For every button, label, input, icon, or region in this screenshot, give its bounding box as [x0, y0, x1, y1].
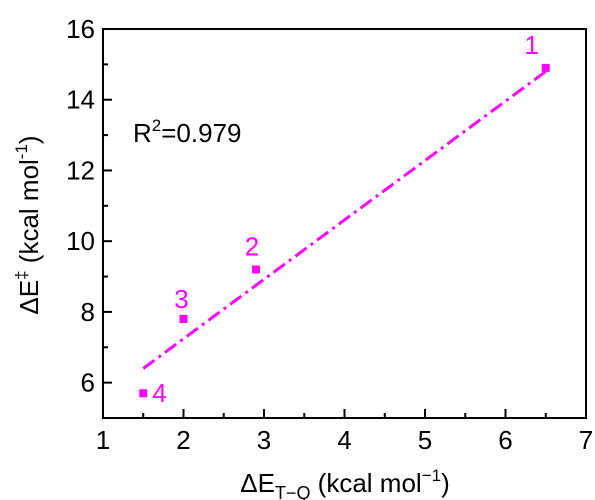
x-tick-labels: 1 2 3 4 5 6 7	[96, 425, 593, 455]
axis-ticks	[102, 28, 587, 419]
data-point	[139, 389, 148, 398]
x-tick-label: 2	[176, 425, 190, 455]
plot-frame	[102, 28, 587, 419]
y-axis-title: ΔE‡ (kcal mol-1)	[12, 135, 44, 314]
y-tick-label: 8	[81, 297, 95, 327]
y-tick-labels: 6 8 10 12 14 16	[66, 14, 95, 398]
x-tick-label: 4	[337, 425, 351, 455]
y-tick-label: 16	[66, 14, 95, 44]
point-label: 1	[525, 30, 539, 60]
fit-line-group	[142, 70, 547, 370]
r-squared-annotation: R2=0.979	[133, 116, 242, 148]
point-label: 2	[245, 231, 259, 261]
y-tick-label: 10	[66, 226, 95, 256]
point-label: 4	[152, 378, 166, 408]
x-tick-label: 6	[498, 425, 512, 455]
data-point	[179, 314, 188, 323]
x-tick-label: 7	[579, 425, 593, 455]
y-tick-label: 14	[66, 85, 95, 115]
x-tick-label: 1	[96, 425, 110, 455]
x-tick-label: 5	[418, 425, 432, 455]
data-points: 1 2 3 4	[139, 30, 550, 408]
x-axis-title: ΔET−Q (kcal mol−1)	[240, 466, 450, 500]
data-point	[251, 265, 260, 274]
data-point	[541, 63, 550, 72]
y-tick-label: 6	[81, 368, 95, 398]
point-label: 3	[174, 284, 188, 314]
y-tick-label: 12	[66, 155, 95, 185]
fit-line	[142, 70, 547, 370]
x-tick-label: 3	[257, 425, 271, 455]
